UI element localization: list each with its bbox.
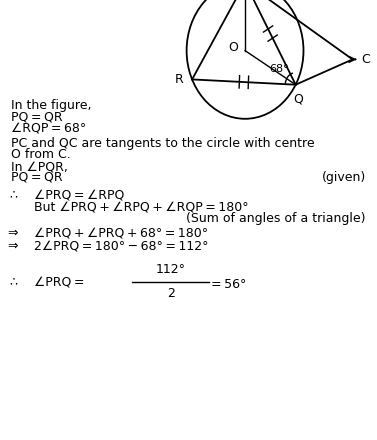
Text: (given): (given)	[322, 171, 366, 184]
Text: 112°: 112°	[156, 263, 185, 276]
Text: O: O	[228, 40, 238, 54]
Text: R: R	[175, 73, 184, 86]
Text: But ∠PRQ + ∠RPQ + ∠RQP = 180°: But ∠PRQ + ∠RPQ + ∠RQP = 180°	[34, 200, 248, 213]
Text: = 56°: = 56°	[211, 278, 247, 291]
Text: O from C.: O from C.	[11, 147, 71, 161]
Text: PC and QC are tangents to the circle with centre: PC and QC are tangents to the circle wit…	[11, 137, 315, 150]
Text: 2∠PRQ = 180° − 68° = 112°: 2∠PRQ = 180° − 68° = 112°	[34, 240, 208, 253]
Text: In ∠PQR,: In ∠PQR,	[11, 161, 68, 174]
Text: ∴: ∴	[9, 275, 17, 288]
Text: In the figure,: In the figure,	[11, 99, 92, 112]
Text: ∠PRQ = ∠RPQ: ∠PRQ = ∠RPQ	[34, 188, 124, 202]
Text: ⇒: ⇒	[8, 240, 18, 253]
Text: ∴: ∴	[9, 188, 17, 202]
Text: C: C	[361, 53, 369, 66]
Text: 2: 2	[167, 287, 175, 301]
Text: ∠PRQ =: ∠PRQ =	[34, 275, 84, 288]
Text: ∠PRQ + ∠PRQ + 68° = 180°: ∠PRQ + ∠PRQ + 68° = 180°	[34, 227, 208, 240]
Text: (Sum of angles of a triangle): (Sum of angles of a triangle)	[186, 212, 366, 225]
Text: ⇒: ⇒	[8, 227, 18, 240]
Text: PQ = QR: PQ = QR	[11, 171, 63, 184]
Text: Q: Q	[294, 93, 303, 106]
Text: ∠RQP = 68°: ∠RQP = 68°	[11, 121, 87, 134]
Text: PQ = QR: PQ = QR	[11, 110, 63, 123]
Text: 68°: 68°	[269, 63, 288, 73]
